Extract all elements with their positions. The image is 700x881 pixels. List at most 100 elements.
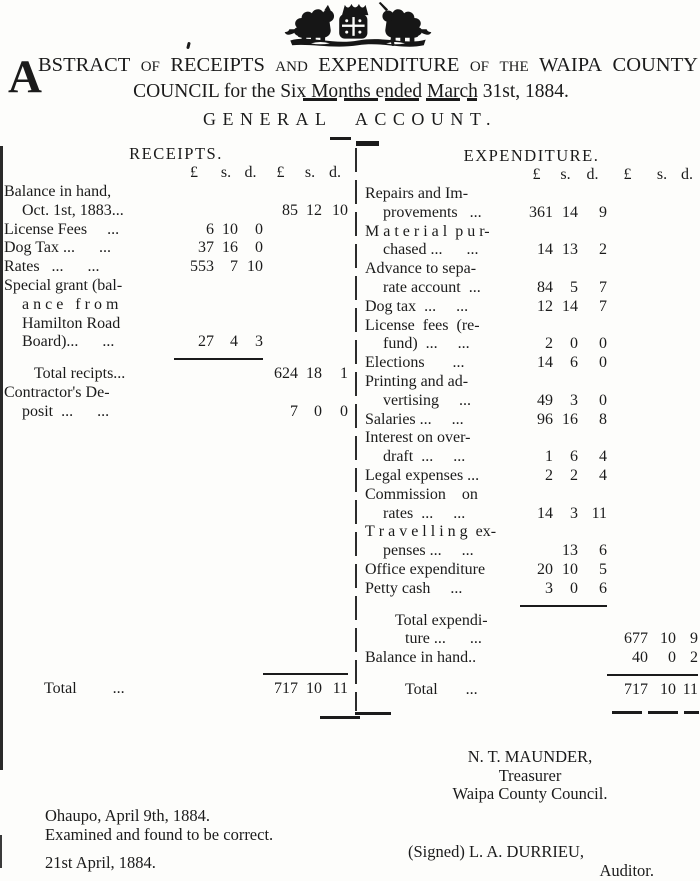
amount-cell: 2 [599, 241, 607, 259]
row-label: a n c e f r o m [22, 295, 119, 313]
amount-cell [676, 542, 698, 561]
amount-cell [214, 315, 238, 334]
amount-cell [648, 411, 676, 430]
amount-cell: 361 [529, 203, 553, 221]
amount-cell: 2 [545, 466, 553, 484]
amount-cell [520, 317, 553, 336]
row-label: Salaries ... ... [365, 410, 464, 428]
amount-cell: 14 [537, 241, 553, 259]
amount-cell: 5 [570, 278, 578, 296]
amount-cell [676, 561, 698, 580]
amount-cell [520, 681, 553, 700]
row-label: Rates ... ... [4, 258, 100, 276]
ledger-row: License fees (re- [365, 317, 698, 336]
amount-cell [553, 649, 578, 668]
treasurer-title: Treasurer [498, 765, 562, 785]
amount-cell [174, 277, 214, 296]
header-rule [303, 98, 477, 101]
receipts-rows: Balance in hand, Oct. 1st, 1883... 85 12 10 L… [4, 183, 348, 698]
amount-cell [322, 315, 348, 334]
amount-cell [648, 279, 676, 298]
row-label: Total ... [44, 679, 125, 697]
ledger-row: Petty cash ... 3 0 6 [365, 580, 698, 599]
expenditure-title: EXPENDITURE. [463, 146, 600, 165]
amount-cell [607, 392, 648, 411]
amount-cell [298, 384, 322, 403]
amount-cell: 14 [562, 203, 578, 221]
row-label: Balance in hand.. [365, 649, 477, 667]
pence-header: d. [586, 166, 599, 184]
ledger-row: Total recipts... 624 18 1 [4, 365, 348, 384]
amount-cell [322, 277, 348, 296]
row-label: Petty cash ... [365, 579, 463, 597]
amount-cell: 7 [599, 297, 607, 315]
amount-cell: 7 [599, 278, 607, 296]
amount-cell [648, 467, 676, 486]
amount-cell [607, 523, 648, 542]
ledger-row: rate account ... 84 5 7 [365, 279, 698, 298]
amount-cell [322, 384, 348, 403]
amount-cell [298, 296, 322, 315]
amount-cell [214, 183, 238, 202]
ledger-row: Total ... 717 10 11 [4, 680, 348, 699]
amount-cell [676, 580, 698, 599]
shilling-header: s. [304, 164, 316, 182]
amount-cell [607, 354, 648, 373]
amount-cell: 14 [537, 504, 553, 522]
amount-cell [648, 612, 676, 631]
row-label: License fees (re- [365, 316, 480, 334]
drop-cap: A [8, 51, 42, 103]
shilling-header: s. [220, 164, 232, 182]
amount-cell [520, 649, 553, 668]
amount-cell [578, 630, 607, 649]
amount-cell: 6 [599, 542, 607, 560]
row-label: ture ... ... [405, 630, 482, 648]
amount-cell [607, 580, 648, 599]
amount-cell [263, 183, 298, 202]
amount-cell: 0 [340, 402, 348, 420]
amount-cell [553, 429, 578, 448]
amount-cell [174, 403, 214, 422]
amount-cell [238, 384, 263, 403]
receipts-column: RECEIPTS. £ s. d. £ s. d. Balance in han… [4, 144, 348, 698]
ledger-row: Dog Tax ... ... 37 16 0 [4, 239, 348, 258]
expenditure-table: £ s. d. £ s. d. Repairs and Im-provement… [365, 166, 698, 700]
amount-cell [648, 241, 676, 260]
auditor-signature-block: (Signed) L. A. DURRIEU, Auditor. [408, 842, 658, 880]
amount-cell [174, 384, 214, 403]
amount-cell: 16 [222, 239, 238, 257]
amount-cell [676, 505, 698, 524]
section-flourish [356, 141, 379, 146]
amount-cell [322, 239, 348, 258]
amount-cell [214, 277, 238, 296]
expenditure-left-rule [355, 712, 391, 715]
amount-cell [676, 298, 698, 317]
amount-cell: 27 [198, 333, 214, 351]
amount-cell [263, 277, 298, 296]
amount-cell [578, 223, 607, 242]
amount-cell: 14 [562, 297, 578, 315]
row-label: provements ... [383, 203, 482, 221]
place-date-line: Ohaupo, April 9th, 1884. [45, 806, 210, 825]
amount-cell [607, 223, 648, 242]
headline-word: BSTRACT [38, 54, 131, 76]
amount-cell [676, 467, 698, 486]
amount-cell: 18 [306, 365, 322, 383]
pence-header: d. [244, 164, 257, 182]
row-label: rates ... ... [383, 504, 466, 522]
auditor-line: Auditor. [599, 860, 654, 880]
amount-cell: 717 [274, 679, 298, 697]
row-label: Total recipts... [34, 365, 126, 383]
headline-word: RECEIPTS [170, 54, 265, 76]
expenditure-total-rule [612, 711, 699, 714]
amount-cell [648, 580, 676, 599]
amount-cell [676, 223, 698, 242]
amount-cell: 10 [247, 258, 263, 276]
row-label: Special grant (bal- [4, 276, 123, 294]
row-label: Printing and ad- [365, 372, 469, 390]
pound-header: £ [623, 166, 632, 184]
amount-cell: 1 [340, 365, 348, 383]
amount-cell [553, 373, 578, 392]
amount-cell [676, 279, 698, 298]
amount-cell: 6 [570, 354, 578, 372]
